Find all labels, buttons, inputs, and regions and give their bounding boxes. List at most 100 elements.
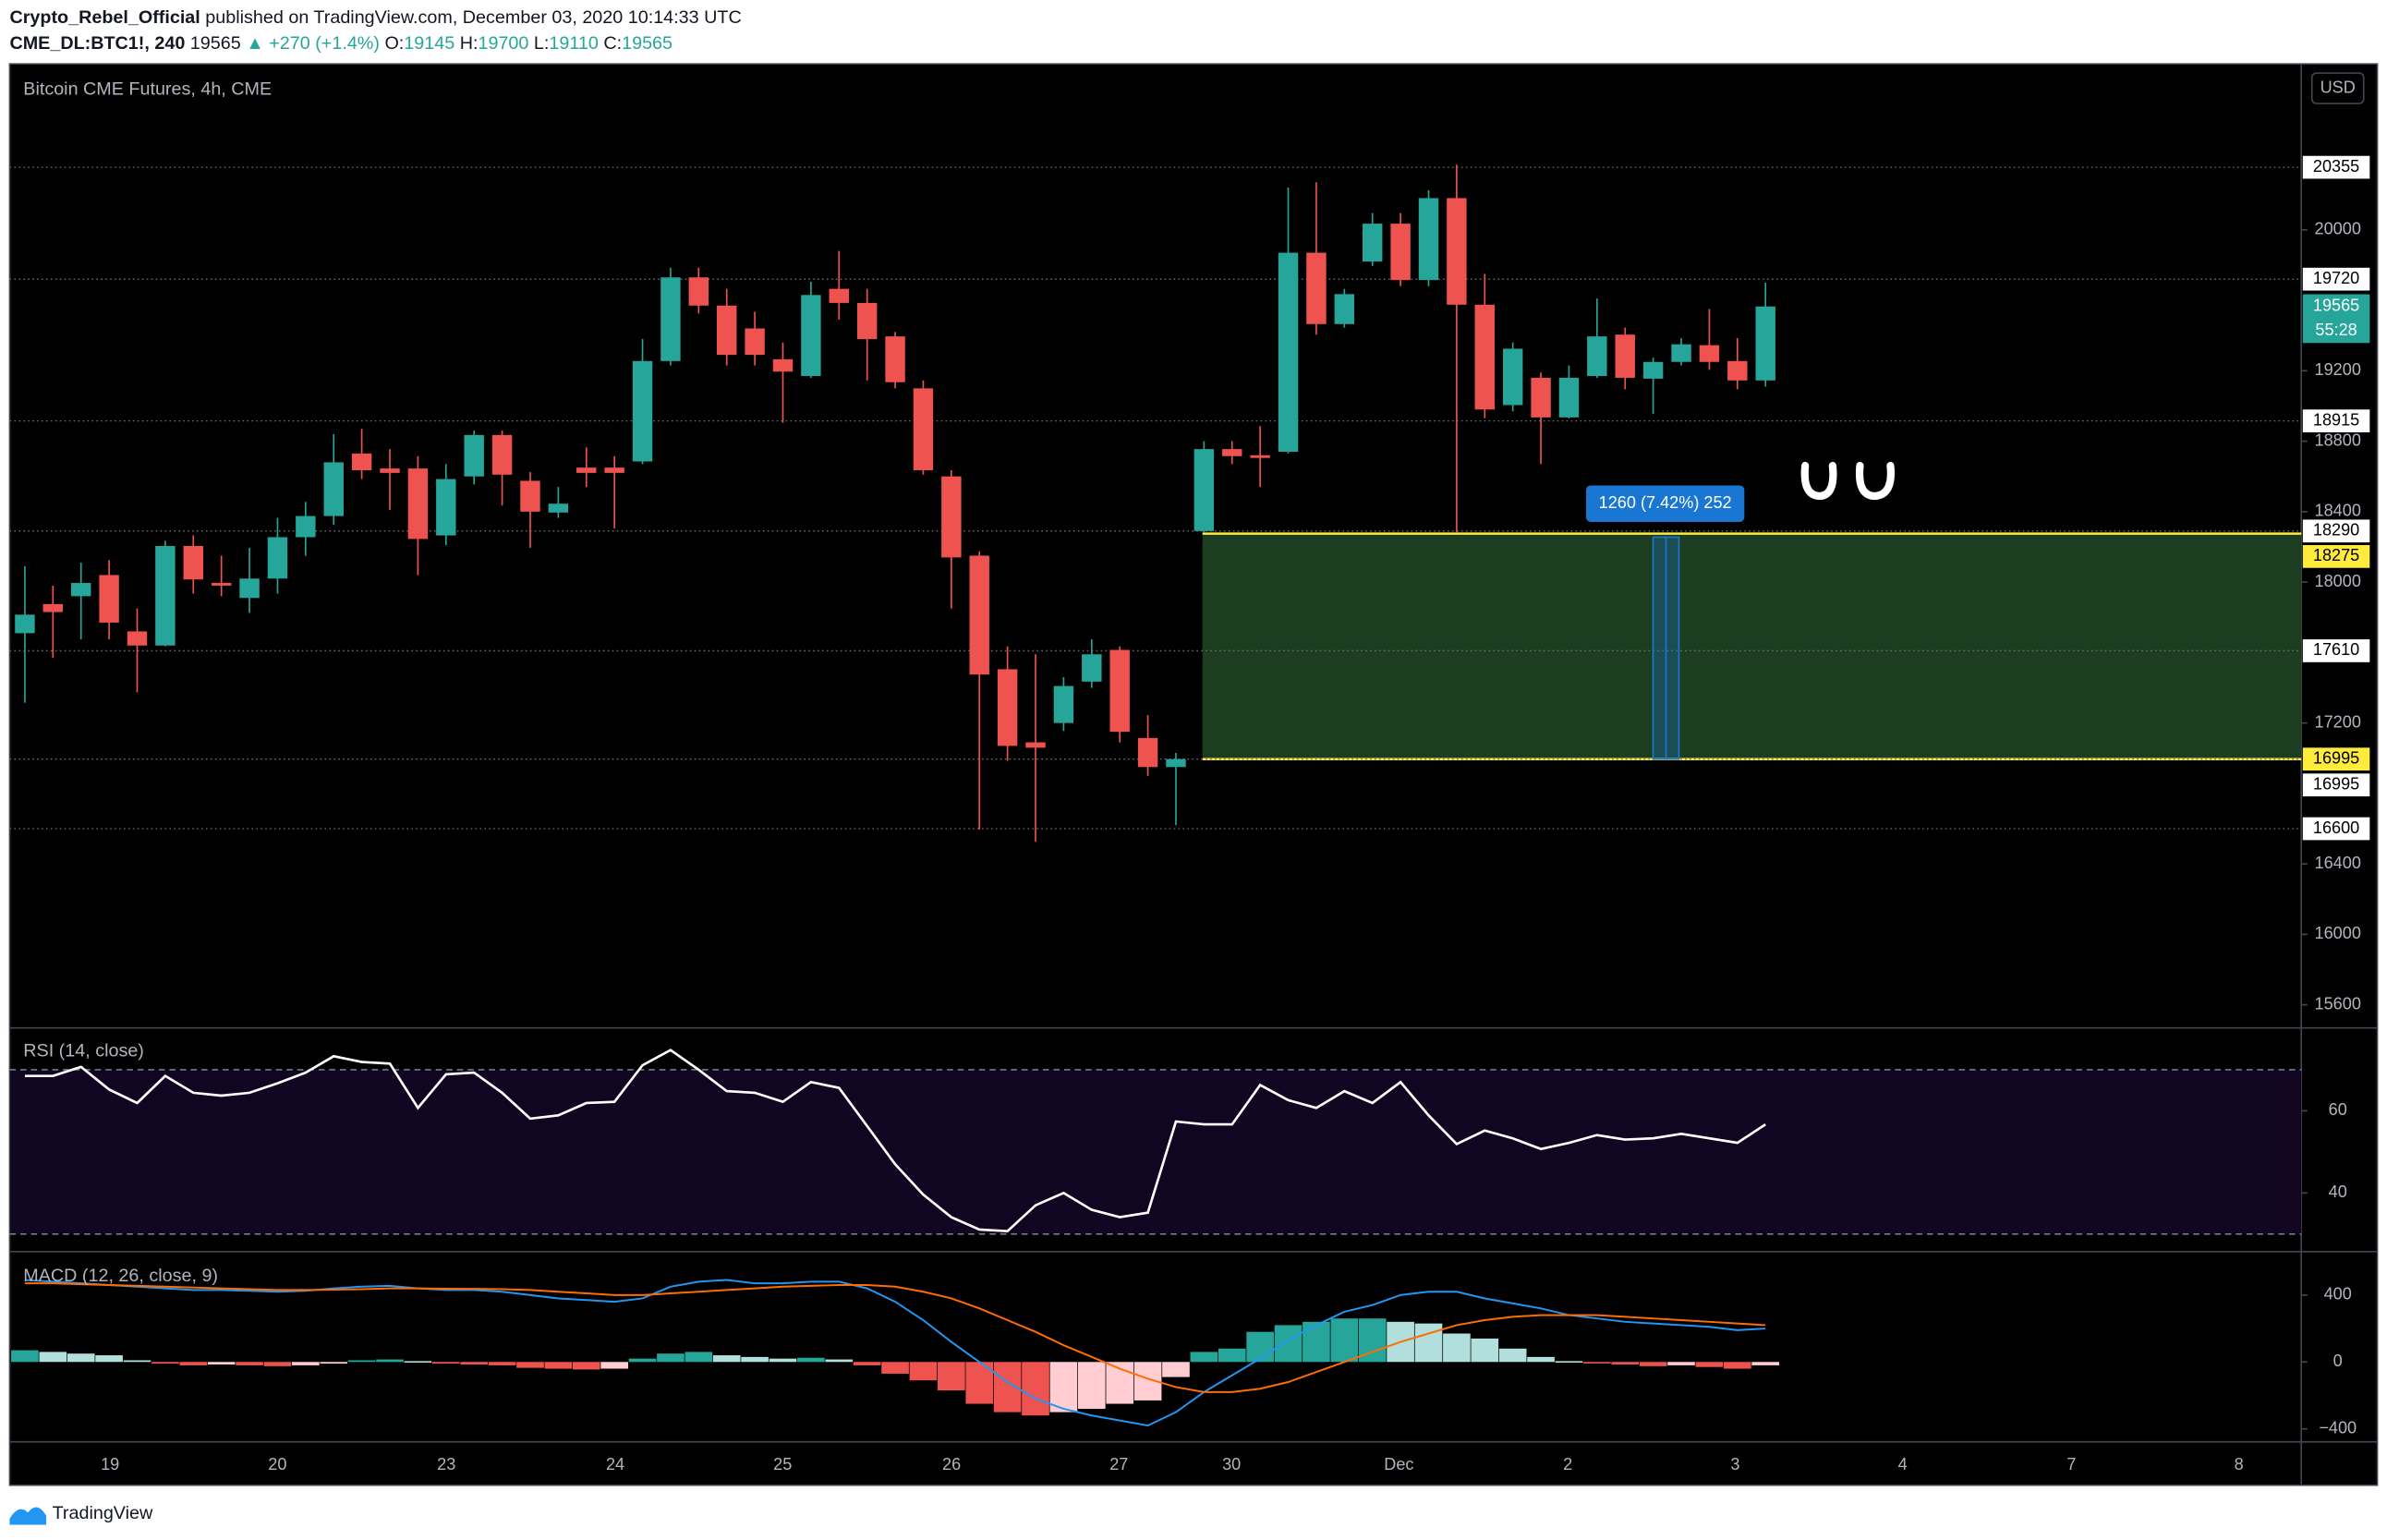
histogram-bar (628, 1358, 657, 1363)
c-label: C: (603, 33, 622, 54)
histogram-bar (1443, 1333, 1471, 1363)
candle-body (1082, 654, 1102, 682)
drawing-stroke (1855, 461, 1896, 501)
level-badge-label: 18915 (2313, 410, 2359, 429)
candle-body (997, 669, 1018, 746)
measure-label: 1260 (7.42%) 252 (1599, 493, 1732, 512)
zone (1202, 533, 2302, 759)
histogram-bar (1667, 1362, 1695, 1365)
histogram-bar (95, 1355, 123, 1363)
candle-body (885, 336, 905, 382)
brand: TradingView (53, 1503, 153, 1523)
x-tick-label: 2 (1563, 1455, 1572, 1473)
histogram-bar (347, 1360, 376, 1363)
header-line-1: Crypto_Rebel_Official published on Tradi… (9, 7, 741, 28)
histogram-bar (881, 1362, 909, 1374)
histogram-bar (657, 1353, 685, 1363)
y-tick-label: −400 (2319, 1418, 2357, 1437)
x-tick-label: 27 (1109, 1455, 1128, 1473)
y-tick-label: 0 (2333, 1352, 2343, 1370)
candle-body (15, 614, 35, 634)
candle-body (1615, 334, 1635, 378)
y-tick-label: 19200 (2315, 360, 2361, 379)
candle-body (1531, 377, 1551, 418)
histogram-bar (320, 1362, 348, 1364)
histogram-bar (685, 1352, 713, 1363)
candle-body (1558, 377, 1580, 418)
histogram-bar (236, 1362, 263, 1365)
candle-body (1755, 306, 1775, 381)
candle-body (1137, 737, 1158, 768)
level-badge (2302, 155, 2370, 179)
histogram-bar (797, 1357, 825, 1363)
zone-badge (2302, 545, 2370, 568)
x-tick-label: Dec (1384, 1455, 1413, 1473)
x-tick-label: 4 (1898, 1455, 1908, 1473)
histogram-bar (460, 1362, 489, 1364)
candle-body (380, 468, 400, 473)
candle-body (829, 288, 849, 303)
candle-body (576, 467, 597, 473)
l-label: L: (534, 33, 549, 54)
histogram-bar (769, 1358, 797, 1363)
candle-body (1474, 304, 1495, 410)
header-line-2: CME_DL:BTC1!, 240 19565 ▲ +270 (+1.4%) O… (9, 33, 672, 54)
histogram-bar (292, 1362, 320, 1365)
level-badge (2302, 267, 2370, 291)
h-label: H: (460, 33, 479, 54)
candle-body (464, 434, 484, 477)
histogram-bar (1022, 1362, 1049, 1416)
histogram-bar (151, 1362, 179, 1364)
histogram-bar (67, 1353, 95, 1363)
candle-body (1727, 360, 1748, 381)
histogram-bar (39, 1352, 67, 1363)
c-value: 19565 (622, 33, 672, 54)
candle-body (745, 328, 765, 356)
candle-body (127, 631, 148, 646)
histogram-bar (600, 1362, 628, 1369)
histogram-bar (1274, 1325, 1303, 1363)
published: published on TradingView.com, December 0… (205, 7, 741, 28)
x-tick-label: 19 (101, 1455, 119, 1473)
y-tick-label: 20000 (2315, 220, 2361, 238)
histogram-bar (825, 1359, 854, 1363)
y-tick-label: 17200 (2315, 712, 2361, 731)
candle-body (155, 546, 176, 646)
histogram-bar (376, 1359, 404, 1363)
candle-body (1250, 455, 1270, 458)
histogram-bar (1303, 1321, 1330, 1363)
histogram-bar (404, 1361, 432, 1364)
chart-frame (8, 63, 2379, 1486)
candle-body (239, 578, 260, 599)
level-badge-label: 16995 (2313, 774, 2359, 793)
histogram-bar (1583, 1362, 1611, 1364)
rsi-band (11, 1069, 2302, 1234)
macd-legend: MACD (12, 26, close, 9) (23, 1266, 218, 1286)
o-label: O: (384, 33, 404, 54)
histogram-bar (1190, 1352, 1218, 1363)
candle-body (267, 537, 288, 579)
candle-body (71, 583, 91, 597)
y-tick-label: 40 (2329, 1182, 2347, 1201)
y-tick-label: 16400 (2315, 854, 2361, 872)
histogram-bar (1498, 1348, 1527, 1363)
candle-body (969, 555, 989, 675)
candle-body (520, 480, 540, 512)
candle-body (632, 360, 653, 462)
histogram-bar (179, 1362, 208, 1365)
candle-body (1447, 198, 1467, 305)
histogram-bar (1218, 1348, 1246, 1363)
o-value: 19145 (404, 33, 454, 54)
histogram-bar (1639, 1362, 1667, 1366)
candle-body (436, 479, 456, 536)
x-tick-label: 30 (1222, 1455, 1241, 1473)
histogram-bar (431, 1362, 460, 1364)
candle-body (1194, 449, 1215, 531)
histogram-bar (1049, 1362, 1078, 1413)
histogram-bar (1330, 1318, 1359, 1363)
signal-line (24, 1282, 1766, 1393)
candle-body (491, 434, 513, 475)
candle-body (1418, 198, 1439, 281)
